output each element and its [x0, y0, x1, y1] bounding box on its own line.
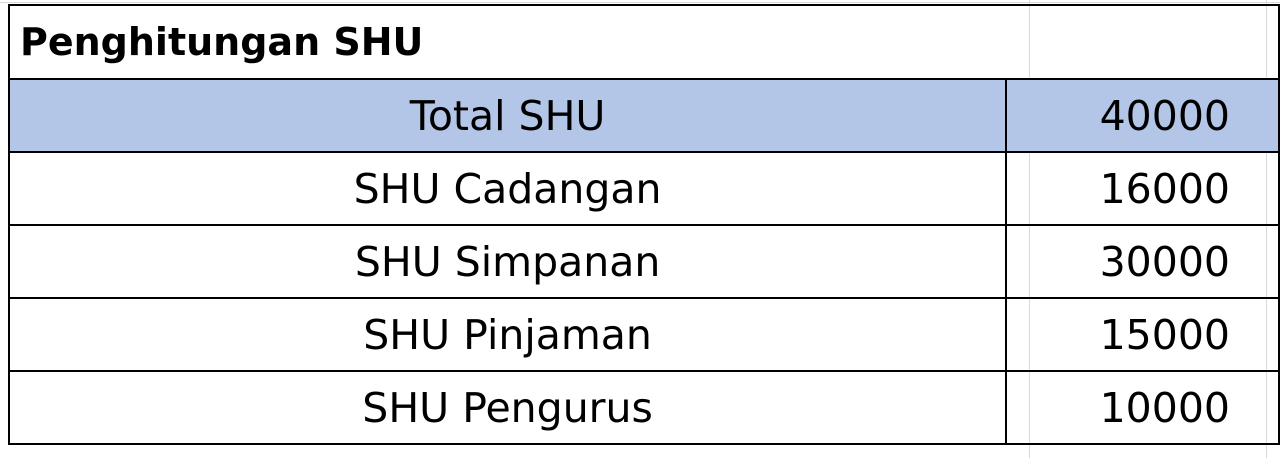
table-row-shu-pinjaman: SHU Pinjaman 15000: [7, 297, 1280, 372]
value-cell[interactable]: 10000: [1005, 370, 1280, 445]
label-cell[interactable]: Total SHU: [7, 78, 1008, 153]
gridline: [0, 2, 1280, 3]
table-row-shu-cadangan: SHU Cadangan 16000: [7, 151, 1280, 226]
label-cell[interactable]: SHU Cadangan: [7, 151, 1008, 226]
table-title-cell[interactable]: Penghitungan SHU: [8, 4, 1280, 80]
label-cell[interactable]: SHU Pinjaman: [7, 297, 1008, 372]
value-cell[interactable]: 40000: [1005, 78, 1280, 153]
table-row-shu-simpanan: SHU Simpanan 30000: [7, 224, 1280, 299]
label-cell[interactable]: SHU Simpanan: [7, 224, 1008, 299]
shu-table: Penghitungan SHU Total SHU 40000 SHU Cad…: [7, 4, 1280, 445]
table-row-total-shu: Total SHU 40000: [7, 78, 1280, 153]
value-cell[interactable]: 15000: [1005, 297, 1280, 372]
value-cell[interactable]: 30000: [1005, 224, 1280, 299]
table-row-shu-pengurus: SHU Pengurus 10000: [7, 370, 1280, 445]
value-cell[interactable]: 16000: [1005, 151, 1280, 226]
table-title: Penghitungan SHU: [20, 20, 424, 64]
label-cell[interactable]: SHU Pengurus: [7, 370, 1008, 445]
title-row: Penghitungan SHU: [8, 4, 1280, 80]
